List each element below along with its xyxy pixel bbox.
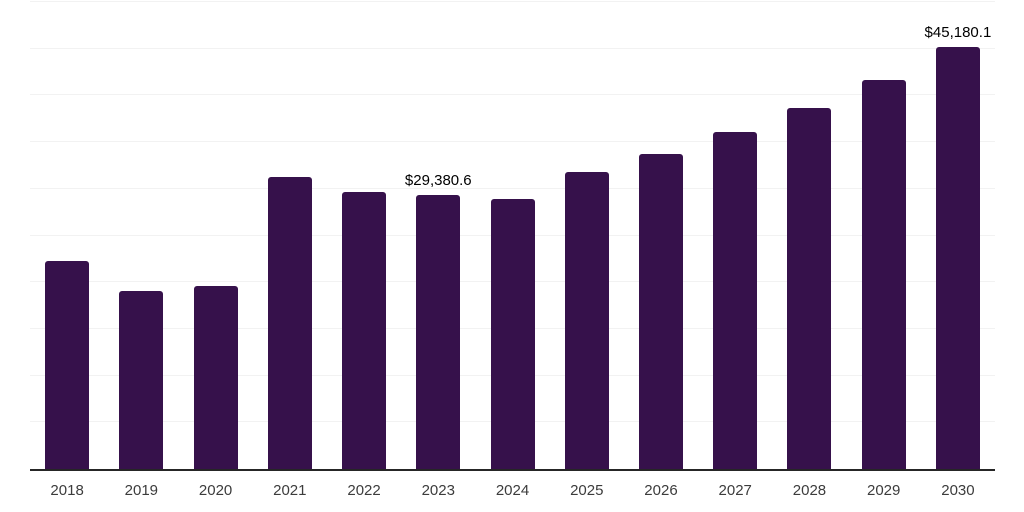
bar-column xyxy=(253,2,327,469)
bar xyxy=(342,192,387,469)
bar xyxy=(564,172,609,469)
bar-column: $29,380.6 xyxy=(401,2,475,469)
bar xyxy=(861,80,906,469)
bar xyxy=(193,285,238,469)
bar xyxy=(416,194,461,469)
bar xyxy=(119,291,164,469)
gridline xyxy=(30,1,995,2)
bar-column xyxy=(30,2,104,469)
bar xyxy=(45,261,90,469)
bar xyxy=(935,47,980,469)
x-axis-label: 2027 xyxy=(718,482,752,499)
bar-column xyxy=(550,2,624,469)
bar xyxy=(490,199,535,469)
plot-area: $29,380.6 $45,180.1 xyxy=(30,1,995,471)
x-axis-label: 2019 xyxy=(124,482,159,499)
bar-column xyxy=(475,2,549,469)
bar-column xyxy=(847,2,921,469)
bar-column xyxy=(178,2,252,469)
data-label: $29,380.6 xyxy=(404,171,472,189)
bar-column: $45,180.1 xyxy=(921,2,995,469)
gridline xyxy=(30,187,995,189)
bar xyxy=(638,153,683,469)
data-label: $45,180.1 xyxy=(924,24,992,42)
bar-column xyxy=(772,2,846,469)
gridline xyxy=(30,141,995,143)
x-axis-label: 2018 xyxy=(50,482,84,499)
x-axis-label: 2020 xyxy=(198,482,233,499)
x-axis-label: 2022 xyxy=(347,482,381,499)
gridline xyxy=(30,94,995,96)
bar-column xyxy=(327,2,401,469)
x-axis-label: 2023 xyxy=(421,482,455,499)
x-axis-label: 2021 xyxy=(273,482,307,499)
bar-column xyxy=(698,2,772,469)
x-axis-label: 2030 xyxy=(941,482,975,499)
bar xyxy=(713,131,758,469)
x-axis-line xyxy=(30,469,995,471)
x-axis-label: 2024 xyxy=(495,482,530,499)
bar-column xyxy=(624,2,698,469)
x-axis-label: 2029 xyxy=(867,482,901,499)
x-axis-label: 2025 xyxy=(570,482,604,499)
x-axis: 2018 2019 2020 2021 2022 2023 2024 2025 2026 2027… xyxy=(30,482,995,499)
bar-series: $29,380.6 $45,180.1 xyxy=(30,2,995,469)
x-axis-label: 2026 xyxy=(644,482,678,499)
bar xyxy=(267,177,312,469)
bar-column xyxy=(104,2,178,469)
bar xyxy=(787,108,832,469)
x-axis-label: 2028 xyxy=(792,482,827,499)
gridline xyxy=(30,47,995,49)
